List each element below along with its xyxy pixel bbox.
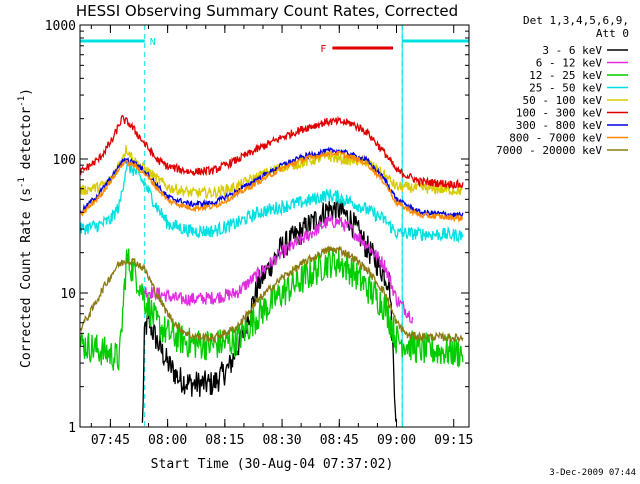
x-tick-label-5: 09:00 [377,433,416,448]
plot-area: NF [80,25,469,427]
series-line-7 [80,149,464,224]
legend-label-0: 3 - 6 keV [542,44,602,57]
y-tick-label-0: 1 [68,421,76,436]
flare-label: F [320,44,326,55]
x-tick-label-1: 08:00 [148,433,187,448]
series-line-0 [141,196,397,423]
series-line-8 [80,245,464,344]
y-tick-label-2: 100 [53,153,76,168]
legend-label-6: 300 - 800 keV [516,119,602,132]
series-line-6 [80,146,464,220]
series-line-3 [80,161,464,244]
legend-label-4: 50 - 100 keV [523,94,603,107]
series-line-5 [80,114,464,190]
x-axis-label: Start Time (30-Aug-04 07:37:02) [151,457,394,472]
y-axis-label-end: ) [19,88,34,96]
legend-label-5: 100 - 300 keV [516,107,602,120]
series-line-2 [80,247,464,371]
legend-label-3: 25 - 50 keV [529,82,602,95]
plot-frame [79,24,470,428]
x-tick-label-6: 09:15 [434,433,473,448]
y-axis-label-exp2: -1 [17,96,27,107]
x-axis: 07:45 08:00 08:15 08:30 08:45 09:00 09:15 [90,25,473,448]
chart-title: HESSI Observing Summary Count Rates, Cor… [76,2,458,20]
y-axis: 1 10 100 1000 [45,19,469,436]
y-axis-label: Corrected Count Rate (s-1 detector-1) [17,88,34,368]
legend-header-line2: Att 0 [596,27,629,40]
night-label: N [150,37,156,48]
x-tick-label-0: 07:45 [91,433,130,448]
legend-label-1: 6 - 12 keV [536,57,603,70]
y-axis-label-main: Corrected Count Rate (s [19,188,34,368]
y-tick-label-1: 10 [60,287,76,302]
legend-label-8: 7000 - 20000 keV [496,144,602,157]
y-axis-label-exp1: -1 [17,177,27,188]
x-tick-label-3: 08:30 [262,433,301,448]
series-line-1 [141,213,414,324]
legend-label-7: 800 - 7000 keV [509,132,602,145]
legend-label-2: 12 - 25 keV [529,69,602,82]
x-tick-label-4: 08:45 [320,433,359,448]
x-tick-label-2: 08:15 [205,433,244,448]
legend-header-line1: Det 1,3,4,5,6,9, [523,14,629,27]
y-axis-label-mid: detector [19,107,34,178]
footer-date: 3-Dec-2009 07:44 [549,468,636,478]
y-tick-label-3: 1000 [45,19,76,34]
